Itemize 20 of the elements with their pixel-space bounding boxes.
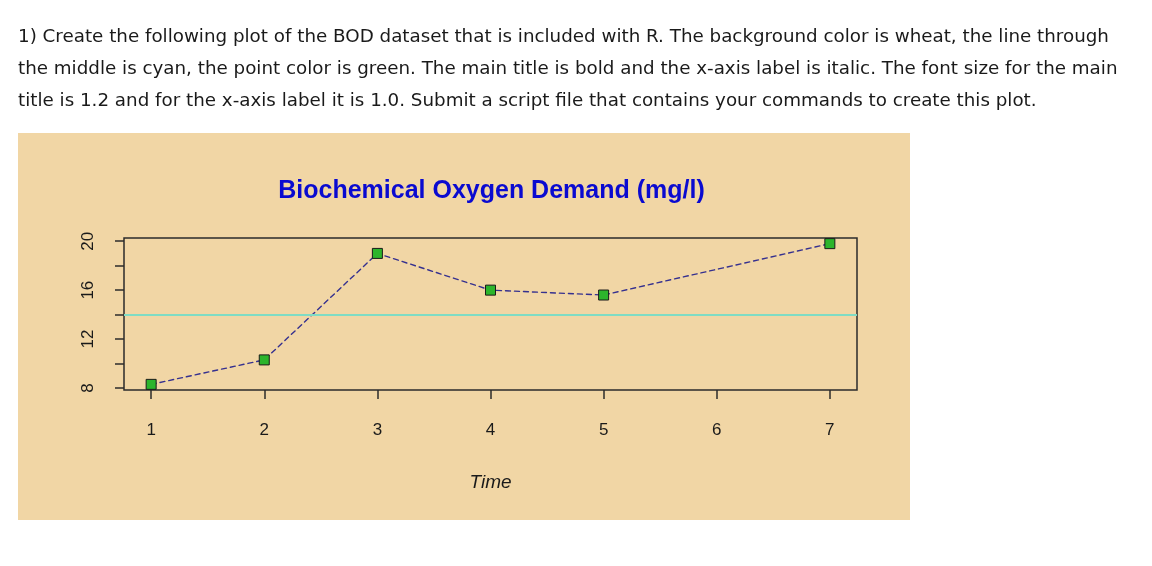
point	[824, 238, 836, 250]
point	[371, 247, 383, 259]
point	[485, 284, 496, 296]
x-tick-label: 7	[825, 420, 835, 439]
chart-title: Biochemical Oxygen Demand (mg/l)	[278, 174, 705, 203]
x-tick-label: 4	[485, 420, 496, 439]
point	[145, 378, 157, 390]
text: 1) Create the following plot of the BOD dataset that is included with R. The background color is wheat, the line through the middle is cyan, the point color is green. The main title is bold and the x-axis label is italic. The font size for the main title is 1.2 and for the x-axis label it is 1.0. Submit a script file that contains your commands to create this plot.	[18, 24, 1119, 112]
x-tick-label: 5	[598, 420, 609, 439]
y-tick-label: 20	[78, 231, 97, 251]
y-tick-label: 16	[78, 280, 97, 300]
x-tick-label: 6	[712, 420, 722, 439]
y-tick-label: 8	[78, 383, 97, 393]
x-tick-label: 1	[146, 420, 156, 439]
point	[598, 289, 610, 301]
x-tick-label: 2	[259, 420, 269, 439]
x-tick-label: 3	[372, 420, 383, 439]
y-tick-label: 12	[78, 329, 97, 349]
point	[258, 354, 270, 366]
x-axis-title: Time	[469, 471, 512, 492]
